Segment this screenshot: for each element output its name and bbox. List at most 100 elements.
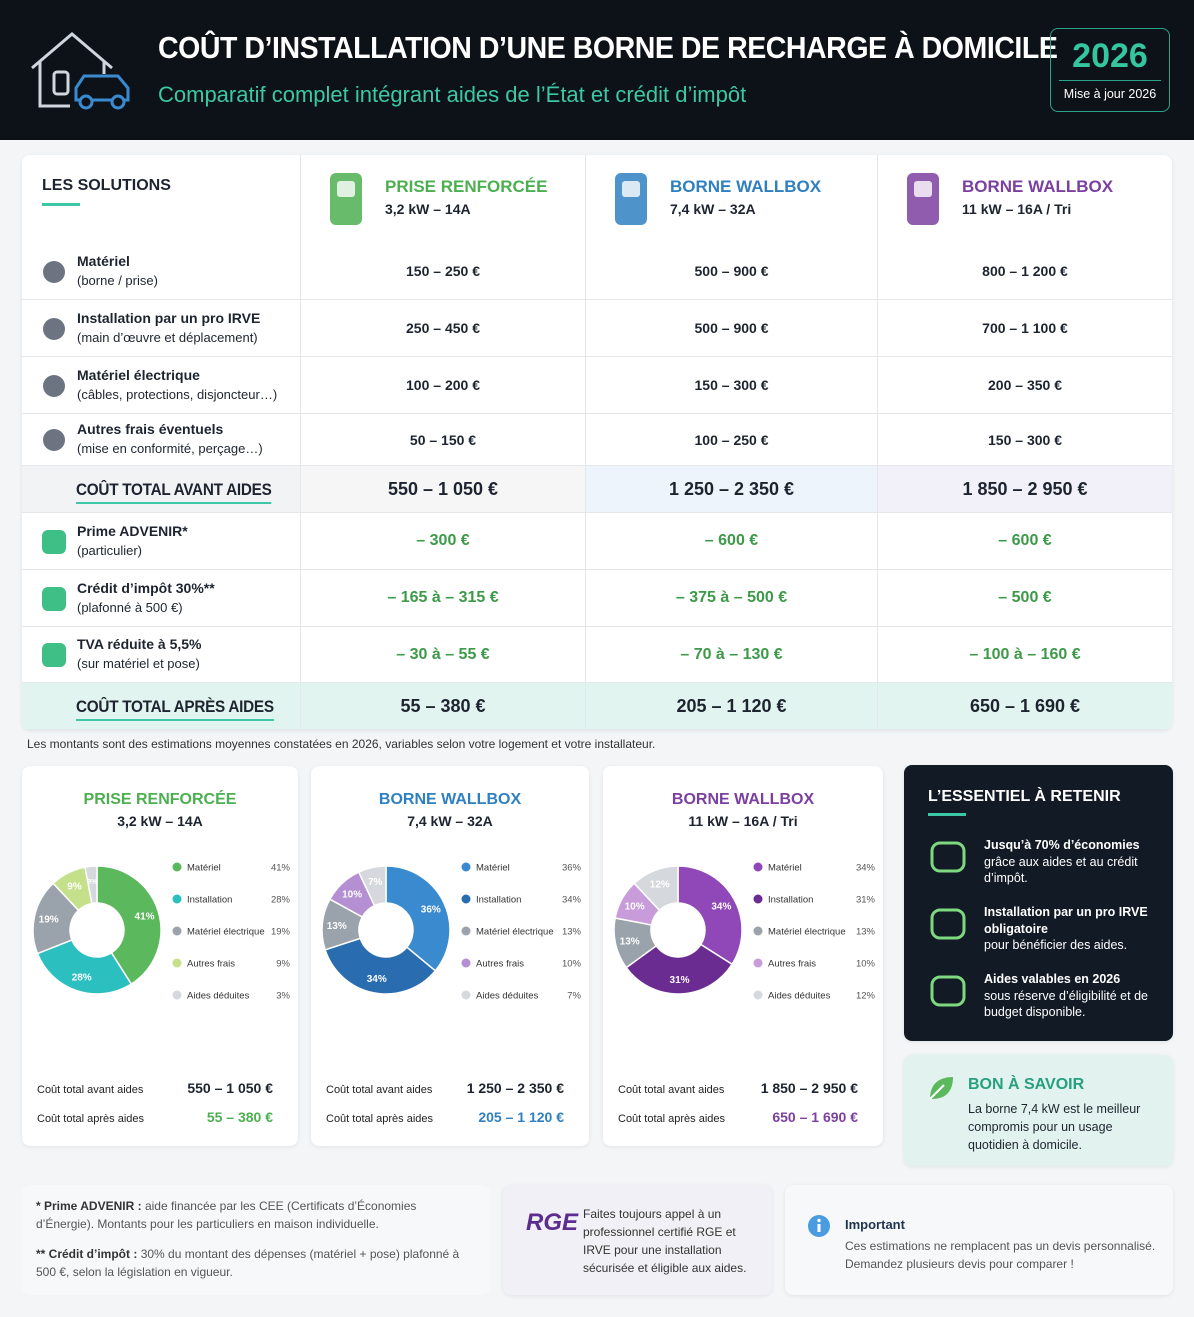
chart-title: BORNE WALLBOX <box>672 791 815 808</box>
cell: – 375 à – 500 € <box>585 570 877 627</box>
tip-title: BON À SAVOIR <box>968 1076 1085 1093</box>
legend-value: 28% <box>271 895 291 906</box>
column-divider <box>585 155 586 243</box>
legend-value: 7% <box>567 991 581 1002</box>
legend-swatch <box>753 894 763 904</box>
cell: 800 – 1 200 € <box>877 243 1172 300</box>
row-label: Matériel (borne / prise) <box>22 243 300 300</box>
icon-shape <box>930 975 966 1007</box>
label-main: TVA réduite à 5,5% <box>77 636 202 652</box>
underline <box>42 203 80 206</box>
cell: 50 – 150 € <box>300 414 585 466</box>
legend-label: Aides déduites <box>187 991 250 1002</box>
cell: – 100 à – 160 € <box>877 627 1172 683</box>
cost-table: LES SOLUTIONS PRISE RENFORCÉE 3,2 kW – 14A… <box>22 155 1172 730</box>
chart-subtitle: 3,2 kW – 14A <box>117 813 203 829</box>
chart-card: PRISE RENFORCÉE 3,2 kW – 14A 41% Matériel 41… <box>22 766 298 1146</box>
row-label: Crédit d’impôt 30%** (plafonné à 500 €) <box>22 570 300 627</box>
slice-label: 13% <box>327 921 347 932</box>
pie-slice <box>633 865 679 912</box>
icon-shape <box>42 643 66 667</box>
note: Les montants sont des estimations moyenn… <box>27 737 656 751</box>
corner-label: LES SOLUTIONS <box>42 177 171 194</box>
cell: – 165 à – 315 € <box>300 570 585 627</box>
legend-swatch <box>172 862 182 872</box>
legend-label: Matériel <box>476 863 510 874</box>
legend-value: 31% <box>856 895 876 906</box>
slice-label: 10% <box>625 902 645 913</box>
pie-slice <box>84 865 98 905</box>
slice-label: 36% <box>421 904 441 915</box>
footnote-bold: * Prime ADVENIR : <box>36 1199 142 1213</box>
label-main: Matériel électrique <box>77 366 200 383</box>
cell: – 600 € <box>585 513 877 570</box>
summary-value: 205 – 1 120 € <box>478 1109 564 1125</box>
cell: 550 – 1 050 € <box>300 466 585 513</box>
slice-label: 28% <box>72 973 92 984</box>
column-title: PRISE RENFORCÉE <box>385 177 548 196</box>
column-icon <box>907 173 939 225</box>
column-spec: 3,2 kW – 14A <box>385 201 471 217</box>
label-main: Matériel <box>77 252 130 269</box>
slice-label: 10% <box>342 889 362 900</box>
pie-slice <box>385 865 451 972</box>
essential-text: grâce aux aides et au crédit d’impôt. <box>984 854 1138 886</box>
cell: – 300 € <box>300 513 585 570</box>
icon-shape <box>43 260 65 283</box>
row-label: Installation par un pro IRVE (main d’œuvr… <box>22 300 300 357</box>
summary-label: Coût total avant aides <box>326 1084 433 1096</box>
header: COÛT D’INSTALLATION D’UNE BORNE DE RECHA… <box>0 0 1194 140</box>
slice-label: 7% <box>368 877 383 888</box>
footnotes: * Prime ADVENIR : aide financée par les … <box>22 1185 490 1295</box>
essential-icon <box>930 908 966 940</box>
label-sub: (borne / prise) <box>77 272 158 288</box>
cell: 1 850 – 2 950 € <box>877 466 1172 513</box>
icon-body <box>907 173 939 225</box>
legend-swatch <box>461 862 471 872</box>
legend-swatch <box>172 958 182 968</box>
underline <box>928 813 966 816</box>
footnote-text: aide financée par les CEE (Certificats d… <box>36 1199 417 1231</box>
column-divider <box>300 155 301 243</box>
slice-label: 19% <box>39 915 59 926</box>
cell: 200 – 350 € <box>877 357 1172 414</box>
chart: PRISE RENFORCÉE 3,2 kW – 14A 41% Matériel 41… <box>32 789 291 1125</box>
year-badge: 2026 Mise à jour 2026 <box>1050 28 1170 112</box>
legend-swatch <box>461 894 471 904</box>
icon-screen <box>622 181 640 197</box>
cell: – 70 à – 130 € <box>585 627 877 683</box>
label-sub: (plafonné à 500 €) <box>77 599 183 615</box>
chart-title: BORNE WALLBOX <box>379 791 522 808</box>
label-main: Autres frais éventuels <box>77 421 224 437</box>
icon-shape <box>43 429 65 451</box>
tip-text: La borne 7,4 kW est le meilleur compromi… <box>968 1102 1141 1152</box>
icon-shape <box>930 908 966 940</box>
row-label: TVA réduite à 5,5% (sur matériel et pose) <box>22 627 300 683</box>
icon-screen <box>337 181 355 197</box>
footnote: * Prime ADVENIR : aide financée par les … <box>36 1197 476 1233</box>
label-sub: (main d’œuvre et déplacement) <box>77 329 258 345</box>
legend-value: 10% <box>562 959 582 970</box>
legend-label: Matériel électrique <box>187 927 265 938</box>
legend-label: Autres frais <box>476 959 524 970</box>
footnote-bold: ** Crédit d’impôt : <box>36 1247 138 1261</box>
cell: 205 – 1 120 € <box>585 683 877 730</box>
subtitle: Comparatif complet intégrant aides de l’… <box>158 82 747 107</box>
summary-label: Coût total avant aides <box>618 1084 725 1096</box>
cell: 650 – 1 690 € <box>877 683 1172 730</box>
icon-shape <box>42 586 66 611</box>
legend-label: Autres frais <box>768 959 816 970</box>
year: 2026 <box>1072 37 1148 75</box>
legend-swatch <box>753 958 763 968</box>
icon-shape <box>43 374 65 397</box>
legend-value: 9% <box>276 959 290 970</box>
tip-panel: BON À SAVOIR La borne 7,4 kW est le meil… <box>904 1055 1173 1166</box>
summary-label: Coût total après aides <box>618 1113 726 1125</box>
icon-shape <box>42 529 66 554</box>
label-text: Matériel électrique (câbles, protections,… <box>77 367 277 402</box>
essentials-panel: L’ESSENTIEL À RETENIR Jusqu’à 70% d’écon… <box>904 765 1173 1041</box>
essential-icon <box>930 975 966 1007</box>
column-divider <box>877 155 878 243</box>
legend-value: 41% <box>271 863 291 874</box>
row-icon <box>42 586 66 611</box>
